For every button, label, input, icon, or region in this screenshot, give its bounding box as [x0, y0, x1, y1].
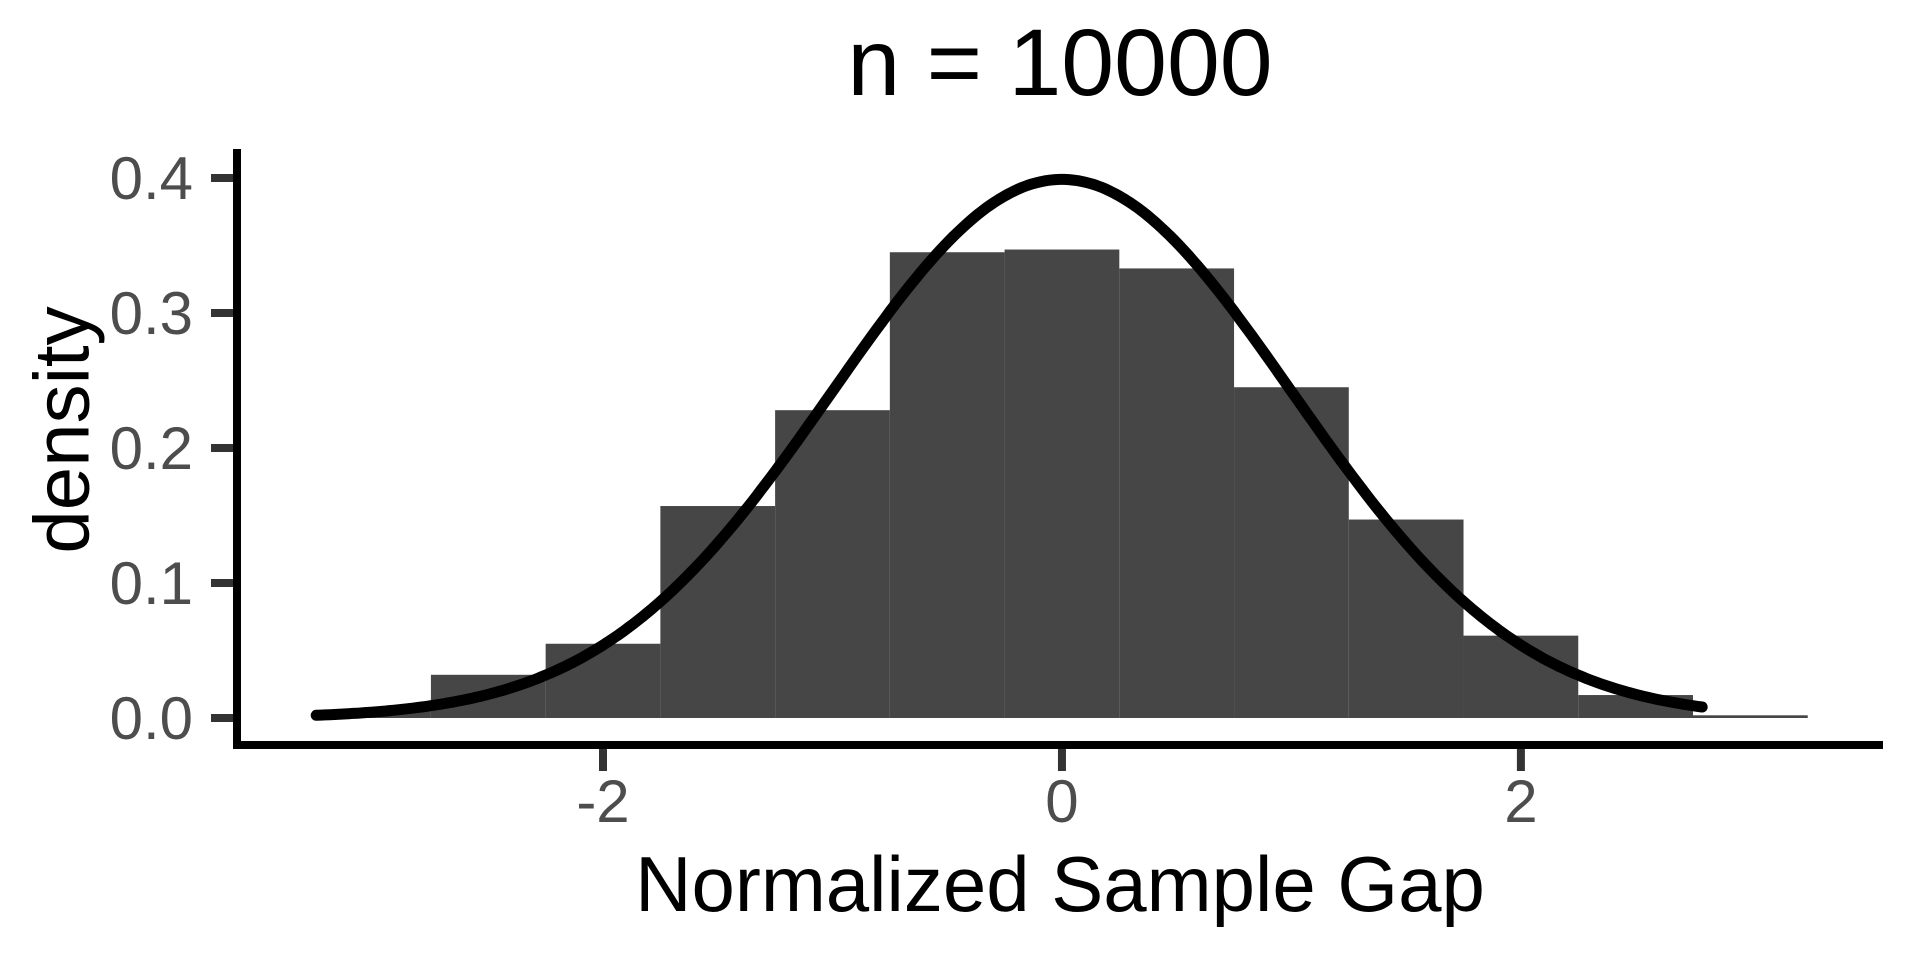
x-tick-label: -2	[576, 768, 629, 835]
histogram-bar	[1004, 249, 1120, 718]
histogram-bar	[545, 643, 661, 718]
histogram-bar	[775, 410, 890, 718]
histogram-bar	[889, 252, 1005, 718]
x-tick-label: 2	[1504, 768, 1537, 835]
y-tick-label: 0.4	[110, 145, 193, 212]
y-tick-label: 0.3	[110, 280, 193, 347]
histogram-bar	[1348, 519, 1464, 718]
x-axis-title: Normalized Sample Gap	[635, 840, 1485, 928]
histogram-bar	[1692, 715, 1808, 718]
normal-curve	[310, 173, 1708, 721]
y-tick-label: 0.0	[110, 685, 193, 752]
y-tick-label: 0.2	[110, 415, 193, 482]
histogram-bar	[1119, 268, 1235, 718]
y-axis-title-text: density	[17, 306, 106, 554]
histogram-bar	[1234, 387, 1349, 718]
y-tick-label: 0.1	[110, 550, 193, 617]
x-tick-label: 0	[1045, 768, 1078, 835]
chart-title: n = 10000	[847, 10, 1273, 116]
